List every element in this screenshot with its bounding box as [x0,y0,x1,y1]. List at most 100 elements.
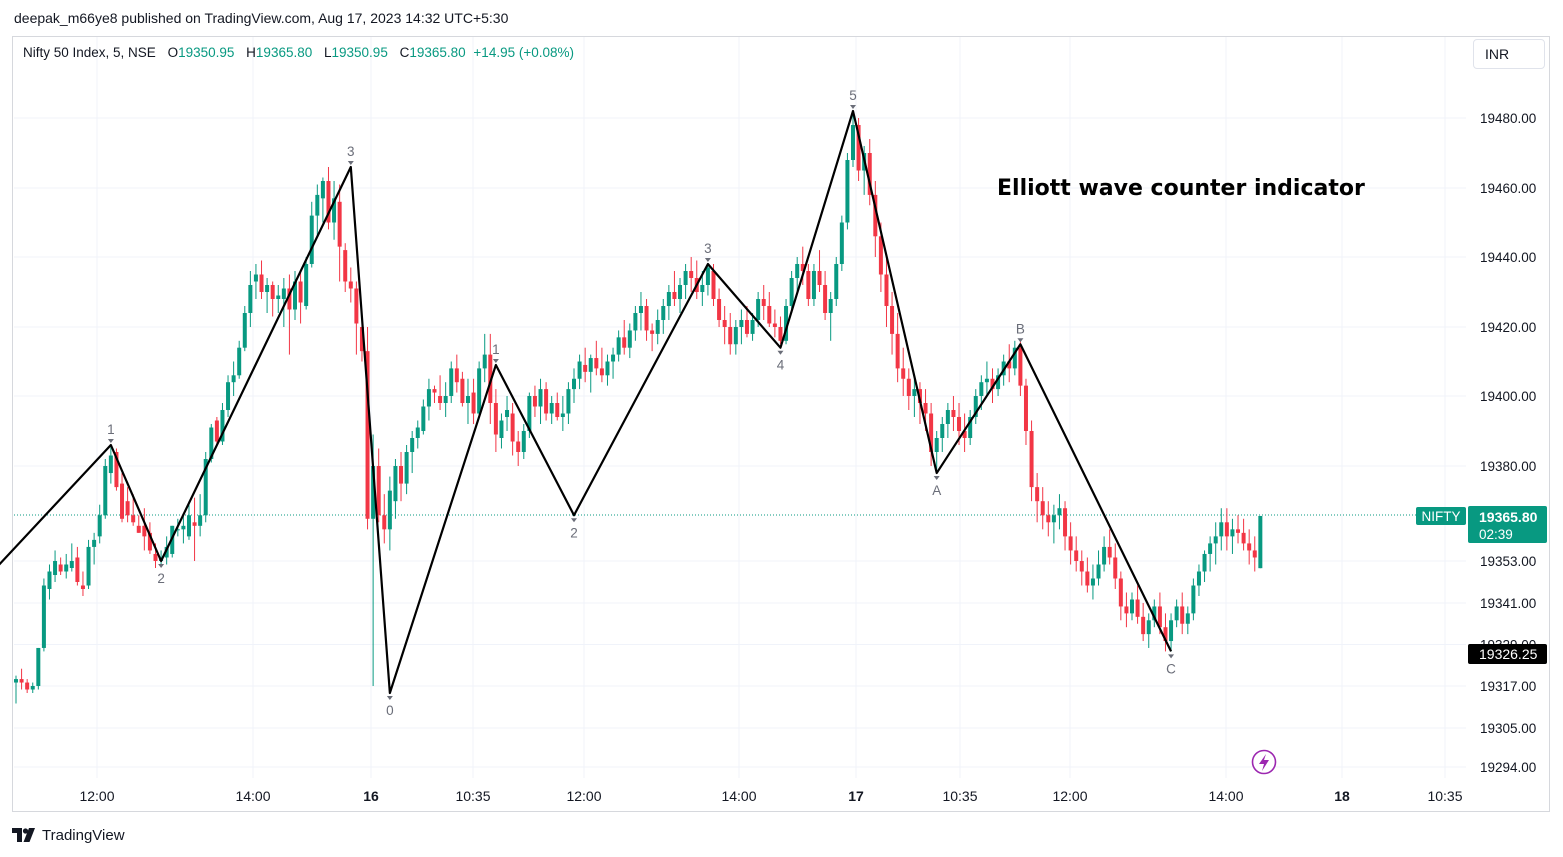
brand-name: TradingView [42,826,125,844]
candle-down [722,306,727,345]
candle-down [1135,585,1140,624]
candle-body [153,553,158,561]
candle-body [929,413,934,452]
candle-down [772,309,777,338]
candle-up [108,445,113,484]
candle-up [784,299,789,345]
candle-body [320,181,325,199]
candle-body [465,396,470,403]
candle-body [281,288,286,299]
candle-up [64,553,69,579]
candle-up [1185,606,1190,635]
candle-down [594,340,599,376]
lightning-bolt-icon[interactable] [1251,749,1277,775]
candle-up [566,382,571,424]
time-tick-label: 10:35 [1427,788,1462,804]
candle-down [778,316,783,345]
wave-marker [704,258,711,262]
candle-body [544,389,549,414]
candle-body [566,389,571,414]
close-label: C [399,45,410,60]
candle-body [354,288,359,324]
candle-down [376,448,381,523]
candle-down [214,417,219,445]
candle-body [136,525,141,533]
candle-body [572,378,576,390]
candle-body [1241,532,1246,544]
candle-body [605,361,610,376]
candle-body [851,125,855,160]
candle-body [131,515,136,523]
candle-down [555,392,560,421]
elliott-wave: 1 2 3 0 1 2 3 4 5 A B C [0,88,1176,718]
candle-body [120,483,125,519]
candle-body [1157,606,1162,628]
wave-label-text: 5 [849,88,857,103]
candle-up [605,354,610,386]
candle-down [120,473,125,523]
candle-down [761,285,766,320]
candle-up [410,431,415,474]
price-tags: NIFTY 19365.80 02:39 19326.25 [1416,505,1547,665]
candle-body [839,222,844,264]
candle-body [1102,546,1107,565]
wave-label-3: 3 [704,241,712,262]
candle-body [343,250,348,282]
candle-down [1074,536,1079,572]
candle-up [627,323,632,359]
candle-body [1012,347,1017,369]
candle-up [198,494,203,537]
candle-down [1085,557,1090,593]
candle-body [1180,606,1185,624]
price-tick-label: 19380.00 [1480,459,1536,474]
candle-body [75,557,80,582]
candle-up [678,278,683,313]
candle-body [973,396,978,417]
chart-frame[interactable] [12,36,1550,812]
candle-down [348,267,353,303]
candle-down [1040,487,1045,530]
candle-body [577,361,582,379]
candle-body [86,546,91,586]
wave-marker [492,358,499,363]
candle-body [705,267,710,285]
candle-body [493,403,498,435]
candle-body [1247,543,1252,551]
candle-up [443,382,448,417]
candle-body [58,564,63,572]
candle-body [287,288,292,310]
candle-up [1196,564,1201,596]
candle-up [1202,550,1207,582]
candle-down [672,271,677,306]
price-tick-label: 19480.00 [1480,111,1536,126]
candle-down [1068,522,1073,565]
candle-down [354,281,359,355]
time-tick-label: 14:00 [235,788,270,804]
candle-body [890,306,895,334]
candle-body [415,427,420,438]
candle-body [337,201,342,247]
high-label: H [246,45,256,60]
candle-down [19,668,24,690]
candle-down [454,354,459,393]
price-tick-label: 19317.00 [1480,679,1536,694]
candle-body [365,351,370,519]
tradingview-logo-icon [12,828,35,842]
candle-body [175,529,180,531]
candle-up [103,459,108,519]
candle-up [666,285,671,320]
candle-down [399,452,404,502]
last-price-tag-bg [1468,505,1547,543]
candle-up [633,306,638,341]
candle-down [951,396,956,431]
symbol-tag-label: NIFTY [1422,509,1461,524]
candle-body [979,382,984,396]
candle-down [823,271,828,320]
candle-up [242,306,247,352]
candle-body [248,285,253,313]
currency-button[interactable]: INR [1473,39,1545,69]
wave-label-0: 0 [386,696,394,718]
symbol-name[interactable]: Nifty 50 Index, 5, NSE [23,45,156,60]
candle-body [532,396,537,407]
